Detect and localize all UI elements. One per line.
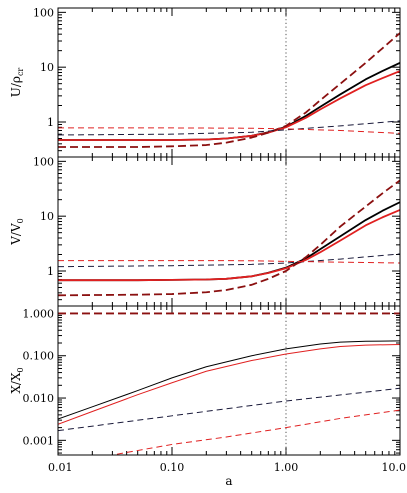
y-axis-label-subscript: 0 <box>16 218 25 223</box>
panel-2: 1 10 100 V/V0 <box>9 155 401 307</box>
x-tick-label: 0.01 <box>48 461 73 474</box>
series-line-2 <box>58 70 400 141</box>
series-line-4 <box>58 253 400 268</box>
series-line-5 <box>109 409 400 455</box>
series-line-1 <box>58 201 400 282</box>
series-line-5 <box>58 260 400 264</box>
y-tick-label: 100 <box>33 155 54 168</box>
panel-frame <box>57 305 401 456</box>
x-axis-label: a <box>225 474 232 488</box>
y-axis-label-subscript: 0 <box>16 367 25 372</box>
y-axis-label: V/V0 <box>9 218 25 245</box>
series-line-4 <box>58 387 400 432</box>
y-axis-label-main: X/X <box>9 372 23 394</box>
series-line-2 <box>58 343 400 425</box>
series-group <box>58 179 400 297</box>
x-tick-label: 1.00 <box>274 461 299 474</box>
y-axis-label: X/X0 <box>9 367 25 393</box>
y-tick-label: 0.010 <box>23 392 55 405</box>
series-line-5 <box>58 127 400 134</box>
y-tick-label: 10 <box>40 210 54 223</box>
series-group <box>58 32 400 148</box>
x-tick-label: 10.0 <box>382 461 407 474</box>
series-line-3 <box>58 179 400 297</box>
series-group <box>58 312 400 455</box>
y-axis-label-main: V/V <box>9 223 23 246</box>
y-tick-label: 1 <box>47 265 54 278</box>
panel-3: 0.001 0.010 0.100 1.000 X/X0 0.01 0.10 1.00 10.0… <box>9 305 407 488</box>
y-tick-label: 1 <box>47 116 54 129</box>
x-tick-label: 0.10 <box>160 461 185 474</box>
y-tick-label: 1.000 <box>23 307 55 320</box>
series-line-2 <box>58 209 400 282</box>
y-axis-label: U/ρcr <box>9 68 25 98</box>
y-tick-label: 10 <box>40 61 54 74</box>
y-tick-label: 100 <box>33 6 54 19</box>
series-line-3 <box>58 32 400 148</box>
panel-1: 1 10 100 U/ρcr <box>9 6 401 158</box>
series-line-1 <box>58 340 400 420</box>
y-tick-label: 0.001 <box>23 434 55 447</box>
y-axis-label-main: U/ρ <box>9 76 23 97</box>
series-line-4 <box>58 120 400 136</box>
y-axis-label-subscript: cr <box>16 68 25 76</box>
y-tick-label: 0.100 <box>23 350 55 363</box>
